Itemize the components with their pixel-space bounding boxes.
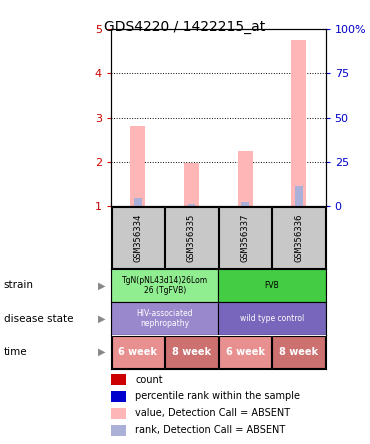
Text: value, Detection Call = ABSENT: value, Detection Call = ABSENT [135, 408, 290, 418]
Text: percentile rank within the sample: percentile rank within the sample [135, 392, 300, 401]
Text: TgN(pNL43d14)26Lom
26 (TgFVB): TgN(pNL43d14)26Lom 26 (TgFVB) [122, 276, 208, 295]
FancyBboxPatch shape [219, 336, 272, 368]
Text: rank, Detection Call = ABSENT: rank, Detection Call = ABSENT [135, 425, 285, 435]
Text: GSM356337: GSM356337 [240, 214, 250, 262]
Text: GSM356335: GSM356335 [187, 214, 196, 262]
Text: 6 week: 6 week [118, 347, 157, 357]
Text: 8 week: 8 week [172, 347, 211, 357]
FancyBboxPatch shape [218, 269, 326, 301]
Text: disease state: disease state [4, 313, 73, 324]
Bar [295, 186, 303, 206]
Bar [291, 40, 306, 206]
Text: count: count [135, 375, 163, 385]
FancyBboxPatch shape [218, 302, 326, 335]
FancyBboxPatch shape [219, 207, 272, 268]
Bar [130, 126, 145, 206]
FancyBboxPatch shape [165, 207, 218, 268]
FancyBboxPatch shape [111, 336, 164, 368]
Text: ▶: ▶ [98, 347, 105, 357]
FancyBboxPatch shape [165, 336, 218, 368]
FancyBboxPatch shape [272, 336, 325, 368]
Bar [188, 204, 195, 206]
Bar [184, 163, 199, 206]
Text: HIV-associated
nephropathy: HIV-associated nephropathy [136, 309, 193, 328]
Bar [241, 202, 249, 206]
Text: GSM356336: GSM356336 [294, 214, 303, 262]
Text: ▶: ▶ [98, 313, 105, 324]
Text: 8 week: 8 week [279, 347, 318, 357]
Bar [134, 198, 142, 206]
Text: wild type control: wild type control [240, 314, 304, 323]
FancyBboxPatch shape [111, 302, 218, 335]
Text: 6 week: 6 week [226, 347, 265, 357]
Text: time: time [4, 347, 27, 357]
FancyBboxPatch shape [272, 207, 325, 268]
Text: GSM356334: GSM356334 [133, 214, 142, 262]
FancyBboxPatch shape [111, 269, 218, 301]
Text: FVB: FVB [265, 281, 279, 290]
Bar [238, 151, 253, 206]
Text: strain: strain [4, 280, 34, 290]
FancyBboxPatch shape [111, 207, 164, 268]
Text: ▶: ▶ [98, 280, 105, 290]
Text: GDS4220 / 1422215_at: GDS4220 / 1422215_at [104, 20, 266, 34]
